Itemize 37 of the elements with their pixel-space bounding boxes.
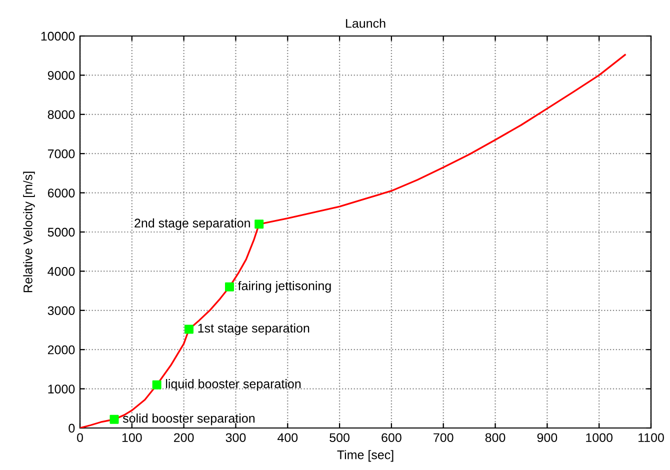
y-tick-label: 9000 xyxy=(48,71,75,80)
y-tick-label: 6000 xyxy=(48,188,75,198)
line-series xyxy=(80,54,626,428)
x-tick-label: 600 xyxy=(382,433,402,442)
point xyxy=(110,414,119,424)
y-tick-label: 3000 xyxy=(48,306,75,316)
y-tick-label: 5000 xyxy=(48,228,75,237)
annotation: liquid booster separation xyxy=(166,379,301,391)
x-tick-label: 1000 xyxy=(586,433,613,442)
y-tick-label: 4000 xyxy=(48,267,75,276)
point xyxy=(152,380,162,390)
point xyxy=(254,220,264,229)
x-tick-label: 400 xyxy=(277,433,298,442)
x-tick-label: 500 xyxy=(330,433,350,442)
x-tick-label: 1100 xyxy=(638,433,664,442)
x-tick-label: 700 xyxy=(434,433,454,442)
x-tick-label: 0 xyxy=(77,433,83,442)
y-tick-label: 2000 xyxy=(48,345,75,354)
annotation: 2nd stage separation xyxy=(134,218,250,230)
point xyxy=(225,282,234,292)
point xyxy=(184,324,194,334)
y-axis-title: Relative Velocity [m/s] xyxy=(23,172,35,292)
x-tick-label: 100 xyxy=(122,433,142,442)
annotation: 1st stage separation xyxy=(198,323,310,336)
x-axis-title: Time [sec] xyxy=(337,450,394,462)
y-tick-label: 1000 xyxy=(48,384,75,394)
x-tick-label: 300 xyxy=(226,433,246,442)
chart-title: Launch xyxy=(346,18,386,28)
annotation: fairing jettisoning xyxy=(238,281,331,293)
x-tick-label: 200 xyxy=(174,433,194,442)
y-tick-label: 8000 xyxy=(48,110,75,120)
x-tick-label: 900 xyxy=(537,433,558,442)
annotation: solid booster separation xyxy=(122,414,255,426)
y-tick-label: 0 xyxy=(68,424,75,433)
y-tick-label: 7000 xyxy=(48,149,75,158)
y-tick-label: 10000 xyxy=(41,32,75,41)
x-tick-label: 800 xyxy=(485,433,506,442)
